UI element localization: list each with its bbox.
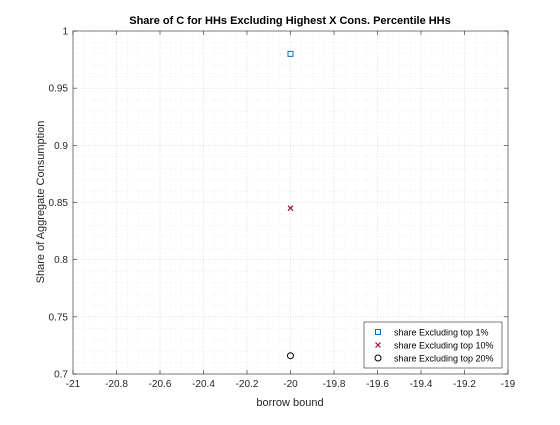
legend-marker-3 <box>374 354 382 362</box>
y-tick-label: 0.75 <box>49 312 69 323</box>
y-axis-label: Share of Aggregate Consumption <box>35 121 47 284</box>
legend-label-1: share Excluding top 1% <box>394 328 489 338</box>
x-tick-label: -20.4 <box>192 379 215 390</box>
legend-label-2: share Excluding top 10% <box>394 341 494 351</box>
data-point-series-2 <box>287 205 294 212</box>
y-tick-label: 0.85 <box>49 198 69 209</box>
data-point-series-2-stroke <box>287 205 294 212</box>
x-tick-label: -20.2 <box>236 379 259 390</box>
data-point-series-3 <box>287 352 294 360</box>
data-point-series-1 <box>287 50 294 57</box>
x-axis-ticks: -21 -20.8 -20.6 -20.4 -20.2 -20 -19.8 -19.6 -19.… <box>66 31 516 390</box>
x-tick-label: -20.6 <box>149 379 172 390</box>
x-axis-label: borrow bound <box>256 397 323 409</box>
x-tick-label: -19.8 <box>323 379 346 390</box>
y-axis-ticks: 0.7 0.75 0.8 0.85 0.9 0.95 1 <box>49 27 508 381</box>
y-tick-label: 0.8 <box>54 255 68 266</box>
chart-title: Share of C for HHs Excluding Highest X C… <box>129 15 451 27</box>
y-tick-label: 1 <box>62 27 68 38</box>
y-tick-label: 0.9 <box>54 141 68 152</box>
data-markers <box>287 50 294 360</box>
x-tick-label: -19 <box>501 379 516 390</box>
legend-marker-1 <box>375 329 381 335</box>
x-tick-label: -20 <box>283 379 298 390</box>
x-tick-label: -19.4 <box>410 379 433 390</box>
x-tick-label: -20.8 <box>105 379 128 390</box>
x-tick-label: -19.6 <box>366 379 389 390</box>
legend-marker-2 <box>375 342 381 348</box>
x-tick-label: -19.2 <box>453 379 476 390</box>
y-tick-label: 0.95 <box>49 84 69 95</box>
y-tick-label: 0.7 <box>54 370 68 381</box>
legend: share Excluding top 1% share Excluding to… <box>363 321 503 369</box>
legend-marker-2-stroke <box>375 342 381 348</box>
x-tick-label: -21 <box>66 379 81 390</box>
legend-box <box>363 321 503 369</box>
legend-label-3: share Excluding top 20% <box>394 354 494 364</box>
